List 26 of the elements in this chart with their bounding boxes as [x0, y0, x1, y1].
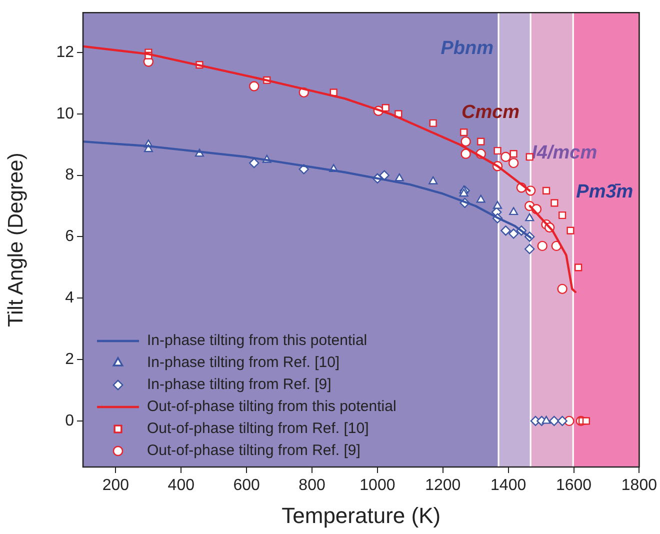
y-tick-label: 8 — [65, 166, 74, 184]
x-tick-label: 1200 — [425, 477, 461, 494]
legend-label: Out-of-phase tilting from this potential — [147, 398, 396, 416]
legend-label: In-phase tilting from Ref. [10] — [147, 354, 340, 372]
legend-label: In-phase tilting from Ref. [9] — [147, 376, 332, 394]
y-tick-label: 12 — [56, 44, 74, 61]
y-axis-title: Tilt Angle (Degree) — [4, 152, 28, 327]
legend-label: In-phase tilting from this potential — [147, 332, 368, 350]
x-tick-label: 1800 — [621, 477, 658, 494]
x-tick-label: 200 — [102, 477, 130, 494]
x-tick-label: 600 — [233, 477, 260, 494]
x-tick-label: 1600 — [556, 477, 592, 494]
band-label: Pm3̄m — [576, 181, 634, 202]
legend-label: Out-of-phase tilting from Ref. [10] — [147, 420, 369, 438]
band-label: Pbnm — [440, 38, 494, 60]
y-tick-label: 0 — [65, 412, 74, 430]
y-tick-label: 6 — [65, 228, 74, 246]
y-tick-label: 10 — [56, 105, 74, 122]
x-tick-label: 800 — [298, 477, 326, 494]
x-tick-label: 1000 — [360, 477, 396, 494]
y-tick-label: 2 — [65, 350, 74, 368]
x-axis-title: Temperature (K) — [282, 502, 441, 528]
x-tick-label: 1400 — [490, 477, 526, 494]
legend-label: Out-of-phase tilting from Ref. [9] — [147, 442, 360, 460]
y-tick-label: 4 — [65, 290, 74, 307]
x-tick-label: 400 — [168, 477, 195, 494]
